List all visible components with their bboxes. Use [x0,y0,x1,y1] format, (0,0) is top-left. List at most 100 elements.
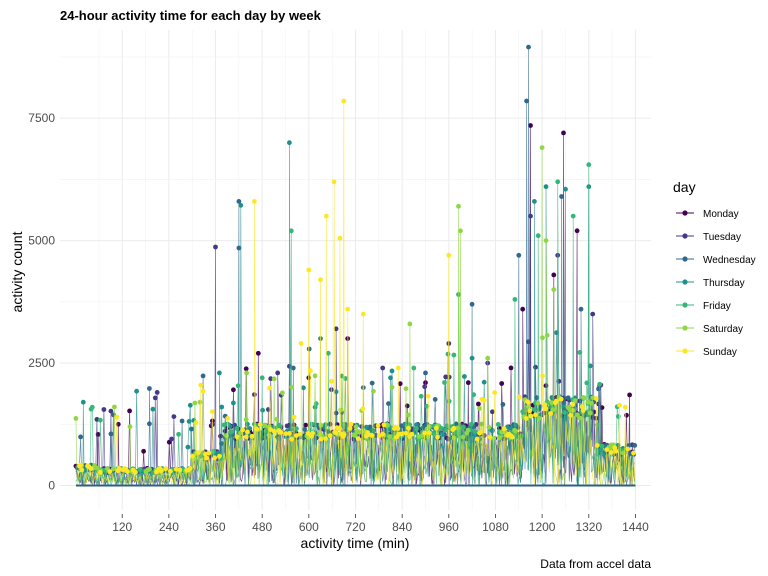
data-point [527,408,533,414]
axes: 120 240 360 480 600 720 840 960 1080 1200 1320 1440… [28,111,649,534]
data-point [308,368,313,373]
data-point [499,381,505,386]
data-point [486,424,492,430]
data-point [418,393,424,399]
data-point [360,311,366,317]
data-point [210,409,215,414]
data-point [381,422,387,428]
data-point [187,402,193,408]
data-point [492,390,498,395]
data-point [540,373,545,379]
data-point [147,421,152,427]
x-axis-title: activity time (min) [301,535,410,551]
data-point [409,431,415,437]
data-point [589,400,594,406]
data-point [329,378,334,384]
data-point [284,423,290,429]
data-point [369,380,375,386]
data-point [523,416,529,421]
data-point [283,431,289,437]
data-point [451,425,457,431]
data-point [528,413,534,419]
x-tick-label: 840 [392,520,412,534]
data-point [500,402,506,407]
data-point [632,443,638,448]
data-point [543,184,549,190]
data-point [163,466,169,472]
data-point [198,382,204,388]
data-point [582,395,587,401]
x-tick-label: 960 [439,520,459,534]
data-point [451,352,457,358]
data-point [422,384,428,390]
data-point [252,199,257,204]
data-point [238,202,244,208]
data-point [422,430,428,436]
data-point [577,350,583,355]
data-point [443,374,449,380]
data-point [133,469,138,475]
legend-entry-tuesday: Tuesday [676,232,741,243]
data-point [620,450,626,456]
data-point [290,365,296,371]
data-point [357,429,362,435]
data-point [572,398,578,403]
data-point [137,467,143,472]
data-point [196,450,201,455]
data-point [243,417,249,422]
data-point [442,380,447,385]
data-point [287,431,292,436]
data-point [331,179,337,185]
data-point [275,370,281,376]
data-point [310,430,316,436]
data-point [212,455,218,461]
legend-label: Wednesday [703,255,756,266]
data-point [255,350,261,356]
data-point [625,446,631,452]
data-point [247,426,253,431]
data-point [399,431,404,437]
data-point [234,426,240,431]
data-point [171,414,177,419]
data-point [458,228,463,234]
series-line [75,100,636,487]
data-point [469,421,474,427]
legend-title: day [673,179,696,195]
data-point [544,332,550,338]
data-point [94,465,100,471]
data-point [369,427,375,433]
data-point [168,468,173,474]
data-point [213,244,218,250]
data-point [446,252,452,258]
data-point [259,375,265,381]
data-point [152,395,158,401]
data-point [333,430,339,436]
data-point [134,388,140,394]
data-point [197,399,203,405]
data-point [435,434,440,440]
data-point [532,199,537,204]
data-point [345,306,351,312]
data-point [499,429,505,435]
data-point [225,416,231,421]
data-point [570,213,576,219]
data-point [80,399,86,405]
y-tick-label: 7500 [28,111,55,125]
data-point [570,402,576,407]
data-point [460,424,466,430]
y-tick-label: 2500 [28,356,55,370]
data-point [234,434,240,440]
data-point [594,443,600,448]
data-point [147,386,152,391]
data-point [355,436,361,442]
data-point [622,404,628,410]
data-point [613,448,619,454]
data-point [190,453,196,459]
data-point [617,402,622,408]
data-point [471,392,477,398]
data-point [337,426,342,431]
data-point [526,400,531,405]
data-point [532,407,537,412]
x-tick-label: 480 [252,520,272,534]
data-point [169,436,175,442]
